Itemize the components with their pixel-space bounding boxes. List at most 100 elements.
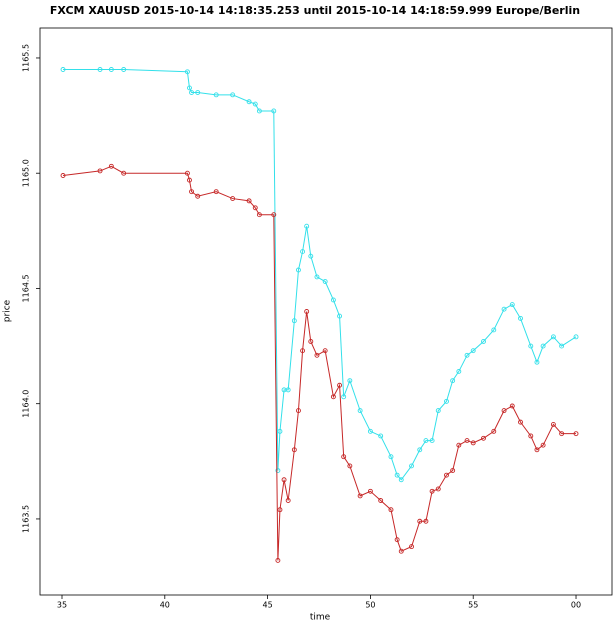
y-tick-label: 1165.5 bbox=[22, 44, 31, 72]
chart-title: FXCM XAUUSD 2015-10-14 14:18:35.253 unti… bbox=[50, 4, 580, 17]
point-marker bbox=[187, 177, 192, 183]
point-marker bbox=[230, 196, 236, 202]
x-tick-label: 35 bbox=[57, 601, 67, 610]
point-marker bbox=[394, 537, 400, 543]
x-tick-label: 55 bbox=[468, 601, 478, 610]
point-marker bbox=[417, 447, 423, 453]
point-marker bbox=[252, 101, 258, 107]
point-marker bbox=[304, 309, 310, 314]
point-marker bbox=[252, 205, 258, 211]
point-marker bbox=[314, 352, 320, 358]
point-marker bbox=[409, 463, 414, 469]
point-marker bbox=[398, 548, 404, 554]
point-marker bbox=[501, 306, 507, 312]
point-marker bbox=[435, 408, 441, 414]
y-tick-label: 1165.0 bbox=[22, 159, 31, 187]
point-marker bbox=[481, 339, 486, 344]
point-marker bbox=[501, 408, 507, 414]
point-marker bbox=[97, 168, 103, 174]
point-marker bbox=[559, 431, 565, 437]
point-marker bbox=[423, 438, 429, 444]
point-marker bbox=[195, 90, 201, 95]
point-marker bbox=[550, 421, 556, 427]
point-marker bbox=[388, 507, 394, 513]
point-marker bbox=[464, 352, 470, 358]
point-marker bbox=[367, 428, 373, 434]
point-marker bbox=[246, 198, 252, 204]
point-marker bbox=[341, 454, 347, 460]
point-marker bbox=[277, 507, 283, 513]
point-marker bbox=[423, 518, 429, 524]
point-marker bbox=[277, 428, 283, 434]
point-marker bbox=[559, 343, 565, 349]
point-marker bbox=[429, 438, 435, 444]
point-marker bbox=[357, 493, 363, 499]
point-marker bbox=[295, 408, 301, 414]
point-marker bbox=[341, 394, 347, 400]
point-marker bbox=[308, 253, 314, 259]
point-marker bbox=[550, 334, 556, 340]
point-marker bbox=[322, 279, 328, 284]
point-marker bbox=[271, 108, 277, 114]
point-marker bbox=[213, 189, 219, 195]
point-marker bbox=[308, 339, 314, 344]
point-marker bbox=[481, 435, 486, 441]
point-marker bbox=[330, 394, 336, 400]
x-tick-label: 50 bbox=[365, 601, 375, 610]
point-marker bbox=[295, 267, 301, 273]
point-marker bbox=[108, 163, 114, 169]
point-marker bbox=[464, 438, 470, 444]
point-marker bbox=[491, 327, 497, 333]
point-marker bbox=[330, 297, 336, 303]
point-marker bbox=[456, 368, 462, 374]
point-marker bbox=[573, 431, 579, 437]
point-marker bbox=[275, 468, 281, 473]
point-marker bbox=[300, 348, 306, 354]
point-marker bbox=[184, 69, 190, 75]
point-marker bbox=[300, 249, 306, 255]
point-marker bbox=[347, 463, 353, 469]
point-marker bbox=[281, 477, 287, 483]
plot-frame bbox=[39, 27, 613, 596]
point-marker bbox=[528, 433, 534, 439]
point-marker bbox=[304, 223, 310, 229]
y-tick-label: 1164.0 bbox=[22, 390, 31, 418]
point-marker bbox=[184, 170, 190, 176]
point-marker bbox=[97, 67, 103, 72]
point-marker bbox=[378, 498, 384, 503]
point-marker bbox=[195, 193, 201, 199]
point-marker bbox=[291, 447, 297, 453]
point-marker bbox=[388, 454, 394, 460]
point-marker bbox=[429, 488, 435, 494]
point-marker bbox=[108, 67, 114, 72]
point-marker bbox=[121, 67, 127, 72]
point-marker bbox=[456, 442, 462, 448]
point-marker bbox=[450, 468, 456, 473]
point-marker bbox=[491, 428, 497, 434]
point-marker bbox=[337, 313, 343, 319]
point-marker bbox=[540, 442, 546, 448]
point-marker bbox=[450, 378, 456, 384]
x-tick-label: 40 bbox=[160, 601, 170, 610]
point-marker bbox=[470, 440, 476, 446]
point-marker bbox=[357, 408, 363, 414]
x-tick-label: 45 bbox=[263, 601, 273, 610]
point-marker bbox=[509, 403, 515, 409]
point-marker bbox=[435, 486, 441, 492]
point-marker bbox=[285, 387, 291, 393]
point-marker bbox=[275, 557, 281, 563]
point-marker bbox=[518, 315, 523, 321]
point-marker bbox=[378, 433, 384, 439]
point-marker bbox=[394, 472, 400, 478]
point-marker bbox=[534, 447, 540, 453]
point-marker bbox=[417, 518, 423, 524]
point-marker bbox=[509, 302, 515, 308]
point-marker bbox=[367, 488, 373, 494]
point-marker bbox=[189, 90, 194, 95]
point-marker bbox=[444, 472, 449, 478]
point-marker bbox=[60, 67, 66, 72]
point-marker bbox=[518, 419, 523, 425]
series-line bbox=[63, 68, 577, 481]
